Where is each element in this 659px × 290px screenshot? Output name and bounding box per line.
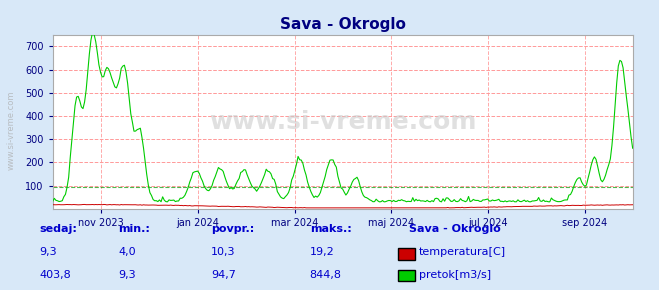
Text: sedaj:: sedaj: (40, 224, 77, 234)
Text: 94,7: 94,7 (211, 270, 236, 280)
Text: 9,3: 9,3 (119, 270, 136, 280)
Text: povpr.:: povpr.: (211, 224, 254, 234)
Text: 403,8: 403,8 (40, 270, 71, 280)
Text: maks.:: maks.: (310, 224, 351, 234)
Text: www.si-vreme.com: www.si-vreme.com (209, 110, 476, 134)
Text: 844,8: 844,8 (310, 270, 342, 280)
Text: 9,3: 9,3 (40, 247, 57, 257)
Title: Sava - Okroglo: Sava - Okroglo (279, 17, 406, 32)
Text: www.si-vreme.com: www.si-vreme.com (7, 91, 16, 170)
Text: pretok[m3/s]: pretok[m3/s] (419, 270, 491, 280)
Text: temperatura[C]: temperatura[C] (419, 247, 506, 257)
Text: Sava - Okroglo: Sava - Okroglo (409, 224, 500, 234)
Text: 10,3: 10,3 (211, 247, 235, 257)
Text: 4,0: 4,0 (119, 247, 136, 257)
Text: min.:: min.: (119, 224, 150, 234)
Text: 19,2: 19,2 (310, 247, 335, 257)
